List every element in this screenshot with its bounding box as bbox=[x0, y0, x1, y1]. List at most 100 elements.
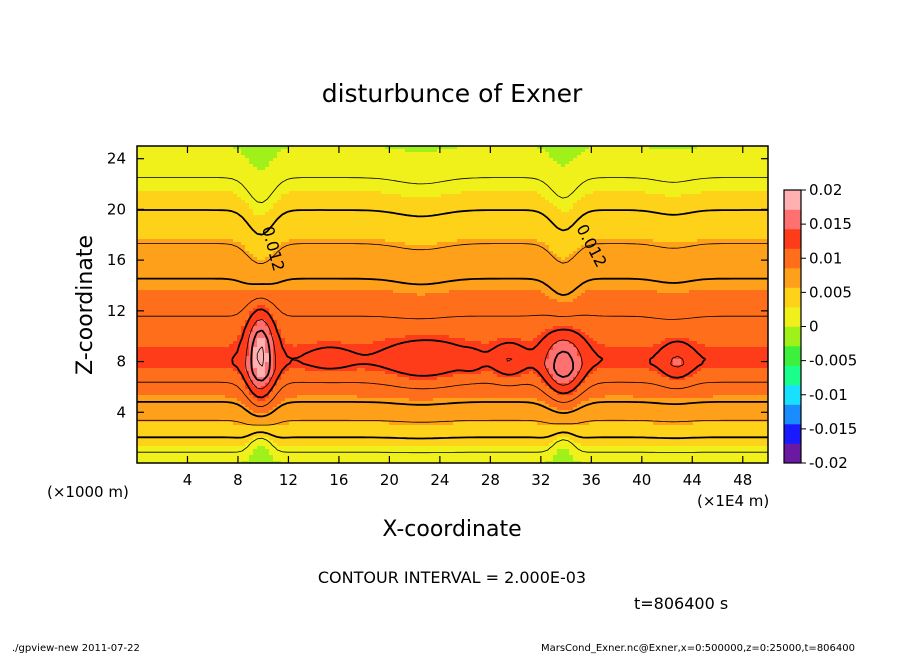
field-cell bbox=[669, 173, 674, 177]
field-cell bbox=[277, 152, 282, 156]
field-cell bbox=[537, 179, 542, 183]
field-cell bbox=[233, 212, 238, 216]
field-cell bbox=[549, 233, 554, 237]
field-cell bbox=[745, 155, 750, 159]
field-cell bbox=[601, 167, 606, 171]
field-cell bbox=[257, 203, 262, 207]
field-cell bbox=[577, 176, 582, 180]
field-cell bbox=[641, 203, 646, 207]
field-cell bbox=[245, 170, 250, 174]
field-cell bbox=[417, 224, 422, 228]
field-cell bbox=[465, 191, 470, 195]
field-cell bbox=[533, 167, 538, 171]
field-cell bbox=[357, 197, 362, 201]
field-cell bbox=[373, 170, 378, 174]
field-cell bbox=[237, 179, 242, 183]
field-cell bbox=[301, 170, 306, 174]
field-cell bbox=[537, 188, 542, 192]
field-cell bbox=[237, 152, 242, 156]
field-cell bbox=[737, 170, 742, 174]
field-cell bbox=[529, 215, 534, 219]
field-cell bbox=[589, 200, 594, 204]
field-cell bbox=[165, 185, 170, 189]
field-cell bbox=[293, 161, 298, 165]
field-cell bbox=[589, 158, 594, 162]
field-cell bbox=[265, 209, 270, 213]
field-cell bbox=[321, 179, 326, 183]
field-cell bbox=[689, 197, 694, 201]
field-cell bbox=[357, 230, 362, 234]
field-cell bbox=[457, 188, 462, 192]
field-cell bbox=[689, 146, 694, 150]
field-cell bbox=[305, 149, 310, 153]
field-cell bbox=[581, 176, 586, 180]
field-cell bbox=[377, 158, 382, 162]
field-cell bbox=[553, 173, 558, 177]
field-cell bbox=[429, 188, 434, 192]
field-cell bbox=[541, 194, 546, 198]
field-cell bbox=[657, 182, 662, 186]
field-cell bbox=[629, 194, 634, 198]
field-cell bbox=[533, 218, 538, 222]
field-cell bbox=[737, 167, 742, 171]
field-cell bbox=[265, 233, 270, 237]
field-cell bbox=[149, 191, 154, 195]
field-cell bbox=[633, 227, 638, 231]
field-cell bbox=[205, 182, 210, 186]
field-cell bbox=[189, 155, 194, 159]
field-cell bbox=[329, 146, 334, 150]
field-cell bbox=[509, 191, 514, 195]
field-cell bbox=[509, 164, 514, 168]
field-cell bbox=[397, 191, 402, 195]
field-cell bbox=[157, 164, 162, 168]
field-cell bbox=[477, 179, 482, 183]
field-cell bbox=[145, 197, 150, 201]
field-cell bbox=[233, 146, 238, 150]
field-cell bbox=[701, 173, 706, 177]
field-cell bbox=[533, 203, 538, 207]
field-cell bbox=[697, 176, 702, 180]
field-cell bbox=[697, 179, 702, 183]
field-cell bbox=[629, 152, 634, 156]
field-cell bbox=[557, 176, 562, 180]
field-cell bbox=[765, 212, 768, 216]
field-cell bbox=[649, 173, 654, 177]
field-cell bbox=[393, 158, 398, 162]
field-cell bbox=[637, 182, 642, 186]
field-cell bbox=[245, 176, 250, 180]
field-cell bbox=[341, 188, 346, 192]
field-cell bbox=[357, 146, 362, 150]
field-cell bbox=[305, 164, 310, 168]
field-cell bbox=[721, 215, 726, 219]
field-cell bbox=[397, 221, 402, 225]
field-cell bbox=[145, 215, 150, 219]
field-cell bbox=[757, 221, 762, 225]
field-cell bbox=[549, 191, 554, 195]
field-cell bbox=[221, 155, 226, 159]
field-cell bbox=[145, 236, 150, 240]
field-cell bbox=[521, 197, 526, 201]
field-cell bbox=[405, 188, 410, 192]
field-cell bbox=[529, 173, 534, 177]
field-cell bbox=[517, 239, 522, 243]
field-cell bbox=[377, 161, 382, 165]
field-cell bbox=[725, 167, 730, 171]
field-cell bbox=[277, 230, 282, 234]
field-cell bbox=[149, 227, 154, 231]
field-cell bbox=[605, 158, 610, 162]
field-cell bbox=[637, 233, 642, 237]
field-cell bbox=[557, 146, 562, 150]
field-cell bbox=[321, 161, 326, 165]
field-cell bbox=[313, 182, 318, 186]
field-cell bbox=[373, 239, 378, 243]
field-cell bbox=[353, 170, 358, 174]
field-cell bbox=[413, 239, 418, 243]
field-cell bbox=[617, 194, 622, 198]
field-cell bbox=[741, 224, 746, 228]
field-cell bbox=[689, 209, 694, 213]
field-cell bbox=[189, 215, 194, 219]
field-cell bbox=[265, 236, 270, 240]
field-cell bbox=[557, 173, 562, 177]
field-cell bbox=[257, 197, 262, 201]
field-cell bbox=[273, 233, 278, 237]
